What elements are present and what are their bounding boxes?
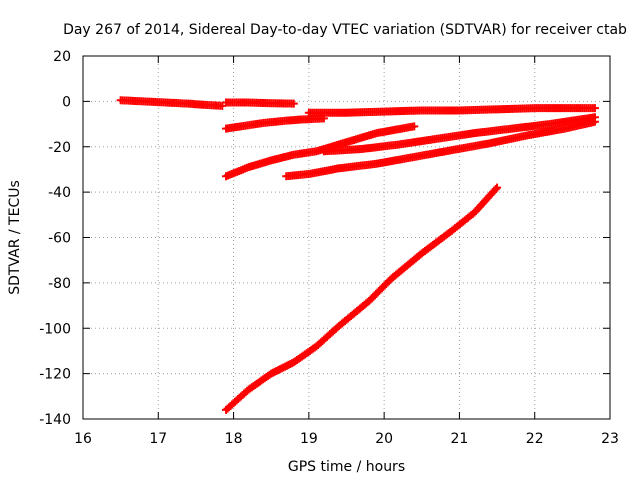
series-7	[282, 117, 599, 181]
x-tick-label: 19	[300, 431, 318, 447]
y-tick-label: 0	[62, 94, 71, 110]
y-tick-label: -40	[48, 185, 71, 201]
y-tick-label: 20	[53, 49, 71, 65]
axis-ticks	[82, 55, 611, 420]
series-3	[222, 114, 328, 133]
x-tick-label: 17	[149, 431, 167, 447]
x-tick-label: 23	[601, 431, 619, 447]
y-axis-label: SDTVAR / TECUs	[7, 180, 23, 295]
series-1	[116, 96, 227, 110]
x-tick-labels: 16 17 18 19 20 21 22 23	[74, 431, 619, 447]
series-group	[116, 96, 599, 414]
data-point	[289, 99, 298, 108]
y-tick-label: -20	[48, 140, 71, 156]
x-tick-label: 21	[451, 431, 469, 447]
data-point	[491, 185, 500, 194]
chart-title: Day 267 of 2014, Sidereal Day-to-day VTE…	[63, 22, 627, 38]
x-tick-label: 18	[225, 431, 243, 447]
series-2	[222, 98, 298, 108]
x-tick-label: 16	[74, 431, 92, 447]
y-tick-label: -80	[48, 276, 71, 292]
data-point	[590, 104, 599, 113]
series-8	[222, 183, 502, 414]
y-tick-label: -100	[39, 321, 71, 337]
data-point	[410, 122, 419, 131]
series-6	[319, 113, 599, 156]
x-tick-label: 20	[375, 431, 393, 447]
data-point	[590, 117, 599, 126]
series-4	[304, 104, 599, 117]
data-point	[493, 183, 502, 192]
y-tick-labels: 20 0 -20 -40 -60 -80 -100 -120 -140	[39, 49, 71, 428]
y-tick-label: -120	[39, 367, 71, 383]
y-tick-label: -140	[39, 412, 71, 428]
x-axis-label: GPS time / hours	[288, 459, 405, 475]
x-tick-label: 22	[526, 431, 544, 447]
y-tick-label: -60	[48, 231, 71, 247]
